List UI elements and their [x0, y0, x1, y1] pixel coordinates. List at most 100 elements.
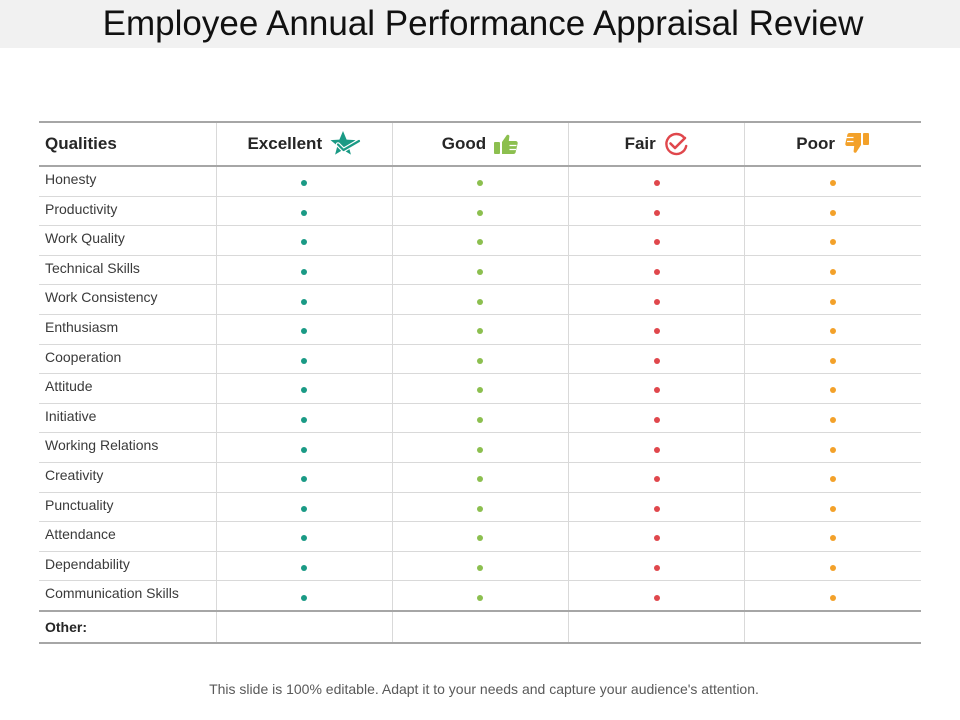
poor-rating-cell[interactable] — [744, 521, 921, 552]
fair-rating-cell[interactable] — [568, 373, 746, 404]
poor-dot-icon[interactable] — [830, 298, 837, 305]
good-dot-icon[interactable] — [477, 565, 484, 572]
fair-dot-icon[interactable] — [653, 239, 660, 246]
poor-dot-icon[interactable] — [830, 594, 837, 601]
poor-dot-icon[interactable] — [830, 387, 837, 394]
good-dot-icon[interactable] — [477, 239, 484, 246]
fair-rating-cell[interactable] — [568, 462, 746, 493]
fair-dot-icon[interactable] — [653, 269, 660, 276]
excellent-dot-icon[interactable] — [301, 180, 308, 187]
good-dot-icon[interactable] — [477, 476, 484, 483]
excellent-dot-icon[interactable] — [301, 298, 308, 305]
fair-rating-cell[interactable] — [568, 225, 746, 256]
poor-dot-icon[interactable] — [830, 417, 837, 424]
poor-rating-cell[interactable] — [744, 462, 921, 493]
good-dot-icon[interactable] — [477, 180, 484, 187]
poor-rating-cell[interactable] — [744, 373, 921, 404]
poor-rating-cell[interactable] — [744, 225, 921, 256]
fair-rating-cell[interactable] — [568, 580, 746, 612]
excellent-rating-cell[interactable] — [216, 373, 393, 404]
fair-dot-icon[interactable] — [653, 180, 660, 187]
poor-dot-icon[interactable] — [830, 505, 837, 512]
good-rating-cell[interactable] — [392, 255, 570, 286]
good-dot-icon[interactable] — [477, 446, 484, 453]
excellent-rating-cell[interactable] — [216, 255, 393, 286]
fair-rating-cell[interactable] — [568, 314, 746, 345]
good-rating-cell[interactable] — [392, 521, 570, 552]
poor-rating-cell[interactable] — [744, 432, 921, 463]
excellent-rating-cell[interactable] — [216, 166, 393, 197]
excellent-rating-cell[interactable] — [216, 403, 393, 434]
good-rating-cell[interactable] — [392, 314, 570, 345]
other-poor-cell[interactable] — [744, 609, 921, 644]
excellent-rating-cell[interactable] — [216, 551, 393, 582]
good-rating-cell[interactable] — [392, 580, 570, 612]
excellent-rating-cell[interactable] — [216, 314, 393, 345]
excellent-dot-icon[interactable] — [301, 476, 308, 483]
other-excellent-cell[interactable] — [216, 609, 393, 644]
excellent-dot-icon[interactable] — [301, 269, 308, 276]
good-dot-icon[interactable] — [477, 535, 484, 542]
fair-dot-icon[interactable] — [653, 476, 660, 483]
excellent-dot-icon[interactable] — [301, 239, 308, 246]
fair-dot-icon[interactable] — [653, 594, 660, 601]
poor-dot-icon[interactable] — [830, 357, 837, 364]
poor-dot-icon[interactable] — [830, 239, 837, 246]
poor-dot-icon[interactable] — [830, 535, 837, 542]
good-rating-cell[interactable] — [392, 492, 570, 523]
excellent-dot-icon[interactable] — [301, 417, 308, 424]
fair-dot-icon[interactable] — [653, 417, 660, 424]
good-rating-cell[interactable] — [392, 462, 570, 493]
excellent-dot-icon[interactable] — [301, 535, 308, 542]
fair-dot-icon[interactable] — [653, 328, 660, 335]
fair-rating-cell[interactable] — [568, 432, 746, 463]
fair-dot-icon[interactable] — [653, 357, 660, 364]
fair-rating-cell[interactable] — [568, 166, 746, 197]
fair-dot-icon[interactable] — [653, 387, 660, 394]
good-rating-cell[interactable] — [392, 344, 570, 375]
excellent-rating-cell[interactable] — [216, 432, 393, 463]
poor-dot-icon[interactable] — [830, 476, 837, 483]
excellent-rating-cell[interactable] — [216, 344, 393, 375]
good-dot-icon[interactable] — [477, 505, 484, 512]
excellent-rating-cell[interactable] — [216, 580, 393, 612]
good-dot-icon[interactable] — [477, 387, 484, 394]
excellent-dot-icon[interactable] — [301, 387, 308, 394]
good-dot-icon[interactable] — [477, 357, 484, 364]
fair-dot-icon[interactable] — [653, 298, 660, 305]
fair-rating-cell[interactable] — [568, 521, 746, 552]
excellent-dot-icon[interactable] — [301, 328, 308, 335]
excellent-rating-cell[interactable] — [216, 492, 393, 523]
good-rating-cell[interactable] — [392, 166, 570, 197]
good-dot-icon[interactable] — [477, 417, 484, 424]
poor-dot-icon[interactable] — [830, 180, 837, 187]
poor-dot-icon[interactable] — [830, 565, 837, 572]
poor-rating-cell[interactable] — [744, 403, 921, 434]
excellent-rating-cell[interactable] — [216, 284, 393, 315]
good-rating-cell[interactable] — [392, 403, 570, 434]
fair-rating-cell[interactable] — [568, 403, 746, 434]
other-fair-cell[interactable] — [568, 609, 746, 644]
poor-rating-cell[interactable] — [744, 166, 921, 197]
other-good-cell[interactable] — [392, 609, 570, 644]
poor-rating-cell[interactable] — [744, 580, 921, 612]
good-rating-cell[interactable] — [392, 225, 570, 256]
poor-rating-cell[interactable] — [744, 196, 921, 227]
fair-dot-icon[interactable] — [653, 535, 660, 542]
excellent-dot-icon[interactable] — [301, 565, 308, 572]
good-rating-cell[interactable] — [392, 432, 570, 463]
excellent-dot-icon[interactable] — [301, 505, 308, 512]
fair-rating-cell[interactable] — [568, 551, 746, 582]
excellent-rating-cell[interactable] — [216, 196, 393, 227]
poor-rating-cell[interactable] — [744, 344, 921, 375]
good-dot-icon[interactable] — [477, 594, 484, 601]
fair-rating-cell[interactable] — [568, 344, 746, 375]
good-rating-cell[interactable] — [392, 373, 570, 404]
excellent-rating-cell[interactable] — [216, 225, 393, 256]
excellent-rating-cell[interactable] — [216, 521, 393, 552]
fair-rating-cell[interactable] — [568, 284, 746, 315]
good-dot-icon[interactable] — [477, 269, 484, 276]
excellent-dot-icon[interactable] — [301, 357, 308, 364]
poor-rating-cell[interactable] — [744, 492, 921, 523]
poor-dot-icon[interactable] — [830, 209, 837, 216]
